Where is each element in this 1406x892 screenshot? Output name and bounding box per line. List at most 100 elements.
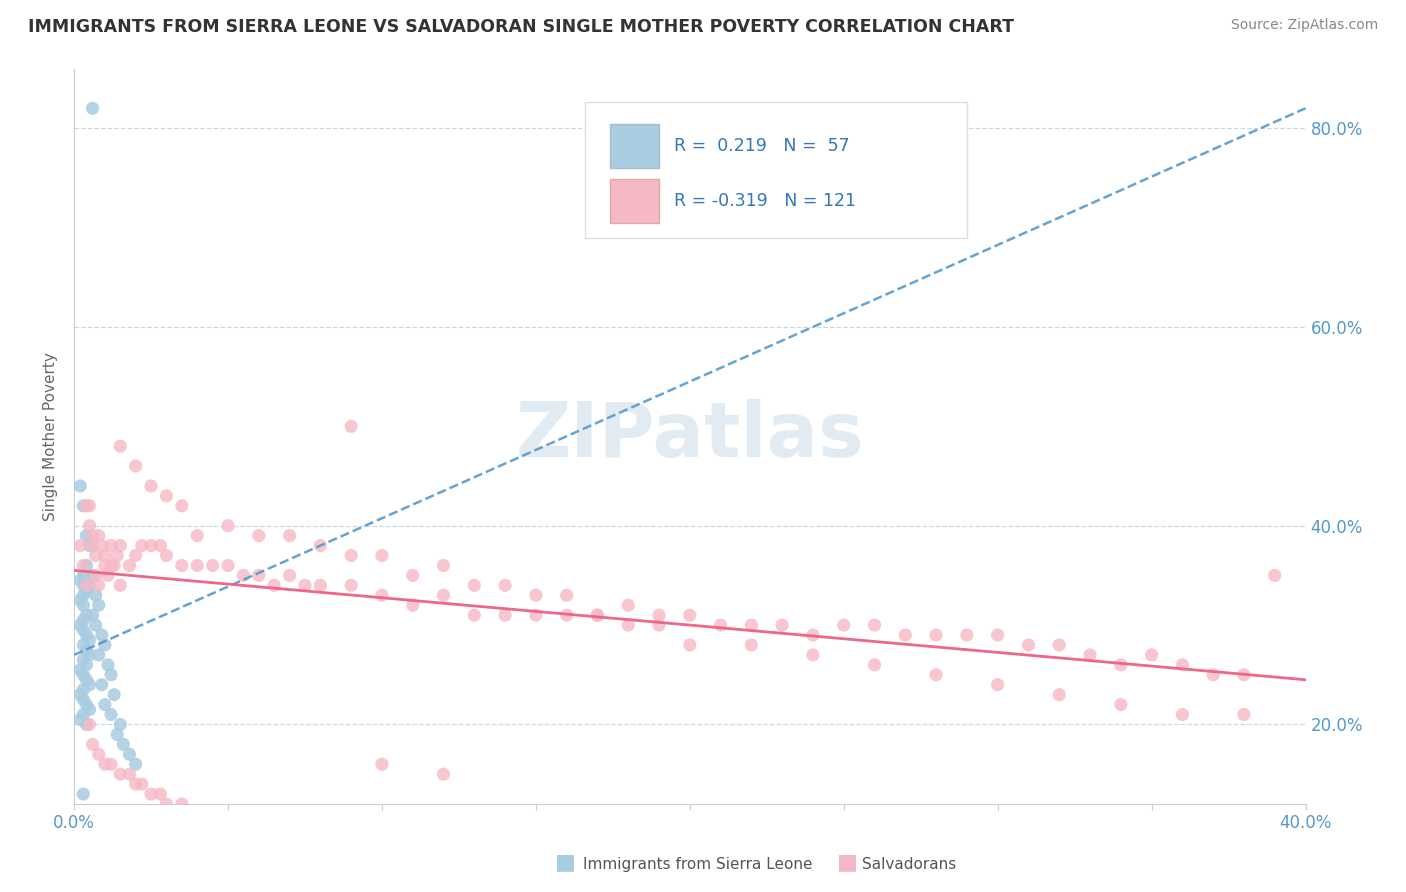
Point: [75, 698, 97, 712]
Point: [463, 608, 485, 623]
Point: [131, 777, 153, 791]
Point: [100, 757, 122, 772]
Point: [1202, 667, 1225, 681]
Point: [371, 588, 394, 602]
Text: ZIPatlas: ZIPatlas: [516, 400, 865, 474]
Point: [82, 608, 104, 623]
Point: [75, 578, 97, 592]
Point: [72, 653, 94, 667]
Point: [87, 648, 110, 662]
Point: [94, 638, 117, 652]
Text: ■: ■: [555, 853, 576, 872]
Point: [1109, 698, 1132, 712]
Point: [118, 558, 141, 573]
Point: [100, 558, 122, 573]
Point: [586, 608, 609, 623]
Point: [1078, 648, 1101, 662]
Point: [309, 578, 332, 592]
Point: [432, 558, 454, 573]
Point: [84, 618, 107, 632]
Point: [72, 682, 94, 697]
Bar: [610, 178, 659, 223]
Point: [617, 598, 640, 612]
Text: R =  0.219   N =  57: R = 0.219 N = 57: [673, 136, 849, 154]
Point: [170, 797, 193, 811]
Text: IMMIGRANTS FROM SIERRA LEONE VS SALVADORAN SINGLE MOTHER POVERTY CORRELATION CHA: IMMIGRANTS FROM SIERRA LEONE VS SALVADOR…: [28, 18, 1014, 36]
Point: [100, 667, 122, 681]
Point: [1109, 657, 1132, 672]
Point: [124, 757, 146, 772]
Point: [402, 598, 425, 612]
Text: Immigrants from Sierra Leone: Immigrants from Sierra Leone: [583, 857, 813, 872]
Point: [87, 528, 110, 542]
Point: [118, 767, 141, 781]
Point: [956, 628, 979, 642]
Point: [75, 499, 97, 513]
Point: [832, 618, 855, 632]
Point: [278, 568, 301, 582]
Point: [75, 528, 97, 542]
Point: [170, 499, 193, 513]
Point: [72, 499, 94, 513]
Point: [69, 593, 91, 607]
Point: [217, 806, 239, 821]
Point: [112, 737, 135, 751]
Point: [617, 618, 640, 632]
Point: [100, 707, 122, 722]
Point: [371, 757, 394, 772]
Point: [232, 568, 254, 582]
Point: [139, 539, 162, 553]
Point: [75, 628, 97, 642]
Point: [75, 583, 97, 598]
Point: [170, 558, 193, 573]
Point: [770, 618, 793, 632]
Point: [87, 747, 110, 762]
Point: [294, 578, 316, 592]
Point: [69, 539, 91, 553]
Point: [149, 787, 172, 801]
Point: [863, 618, 886, 632]
Point: [110, 439, 132, 453]
Point: [103, 558, 125, 573]
Point: [69, 663, 91, 677]
Point: [987, 678, 1010, 692]
Point: [987, 628, 1010, 642]
Point: [863, 657, 886, 672]
Point: [494, 806, 516, 821]
Point: [1047, 638, 1070, 652]
Point: [247, 528, 270, 542]
Point: [740, 638, 762, 652]
Point: [72, 692, 94, 706]
Point: [79, 539, 101, 553]
Point: [84, 549, 107, 563]
Point: [97, 568, 120, 582]
Point: [432, 588, 454, 602]
Point: [124, 549, 146, 563]
Point: [72, 623, 94, 637]
Point: [1279, 817, 1302, 831]
Point: [801, 648, 824, 662]
Point: [79, 678, 101, 692]
Point: [340, 578, 363, 592]
Text: Salvadorans: Salvadorans: [862, 857, 956, 872]
Point: [69, 688, 91, 702]
Point: [555, 608, 578, 623]
Bar: [610, 124, 659, 168]
Point: [139, 787, 162, 801]
Point: [309, 827, 332, 841]
Point: [69, 618, 91, 632]
Point: [82, 568, 104, 582]
Point: [100, 539, 122, 553]
Point: [69, 574, 91, 588]
Point: [72, 568, 94, 582]
Point: [75, 643, 97, 657]
Point: [494, 608, 516, 623]
Point: [432, 767, 454, 781]
Point: [139, 479, 162, 493]
FancyBboxPatch shape: [585, 102, 967, 237]
Point: [494, 578, 516, 592]
Point: [75, 673, 97, 687]
Point: [75, 717, 97, 731]
Point: [79, 648, 101, 662]
Point: [69, 479, 91, 493]
